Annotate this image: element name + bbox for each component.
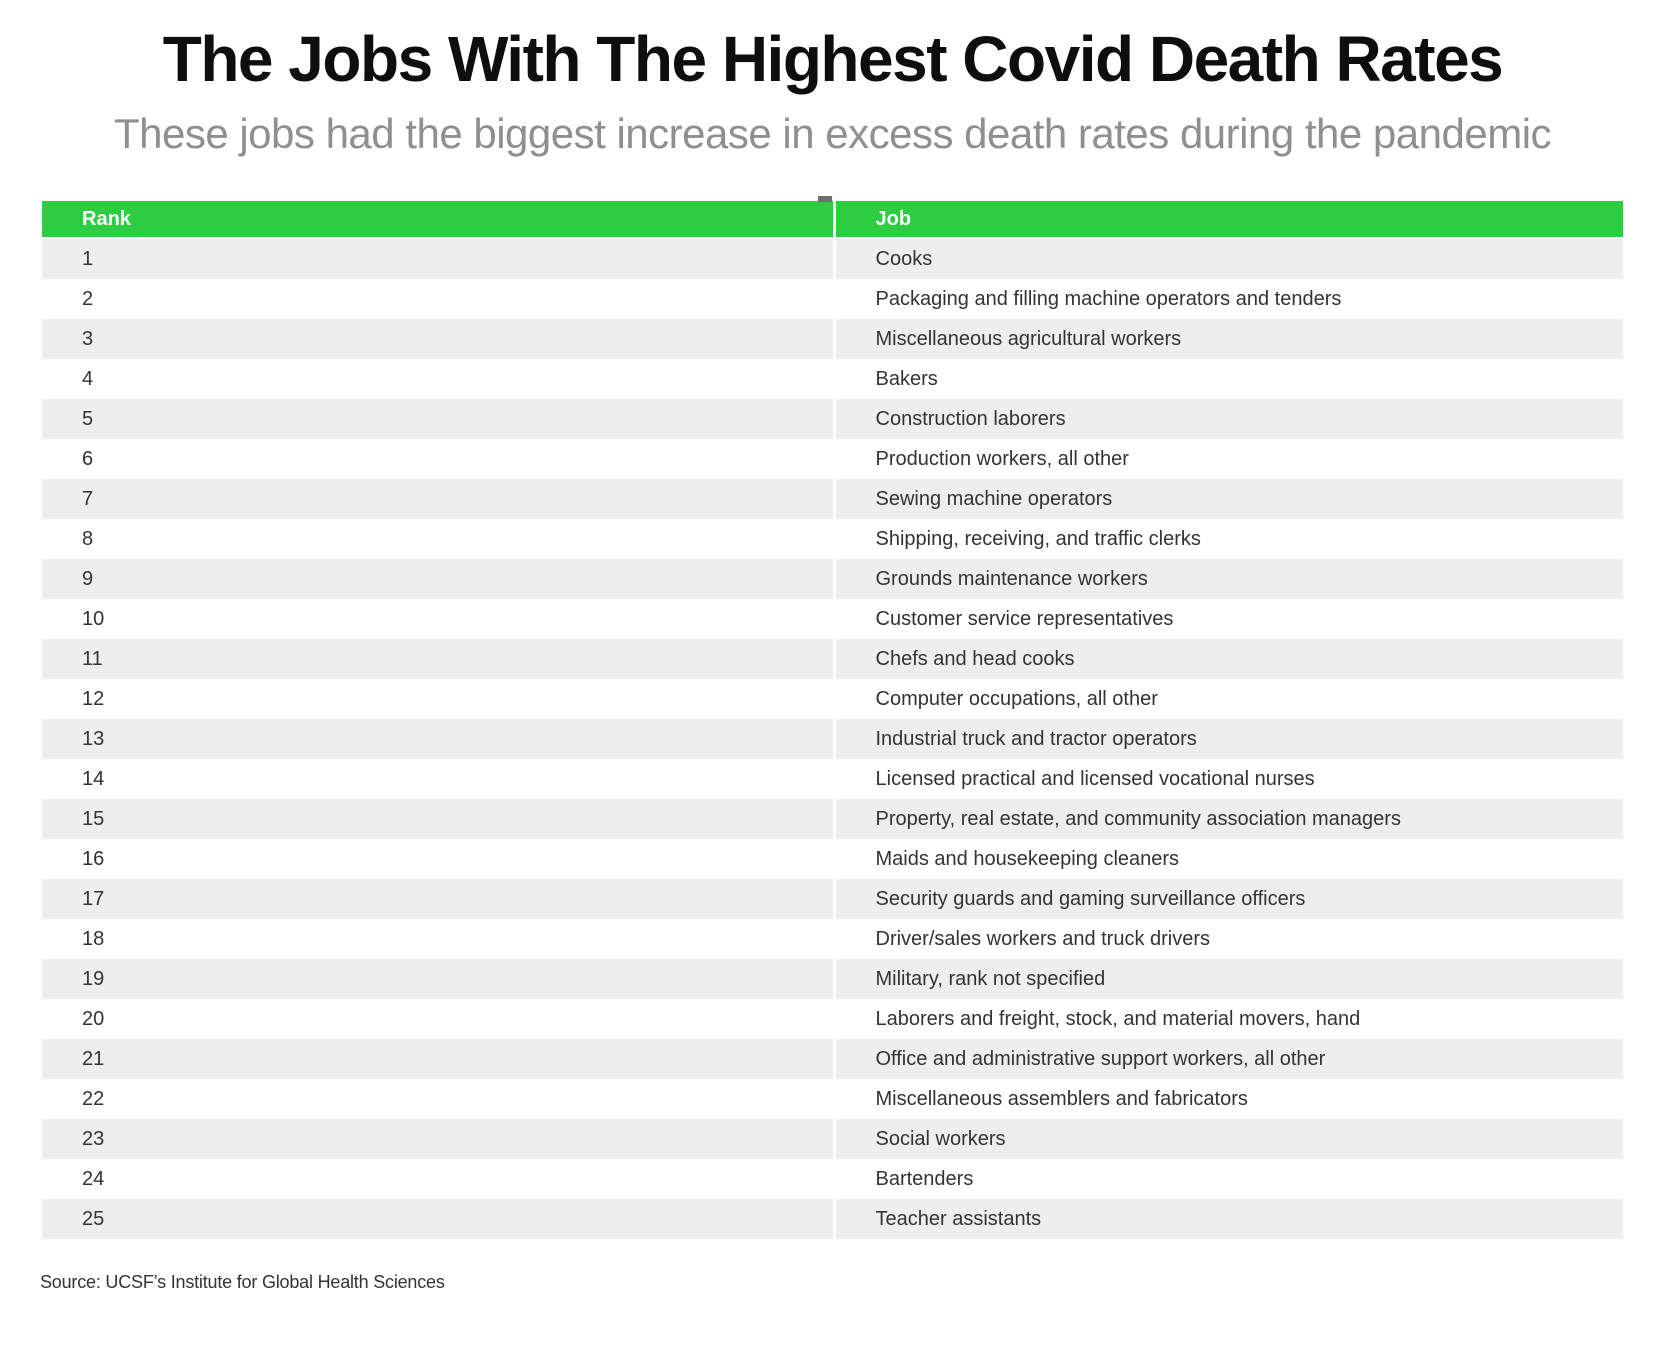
table-row: 2 Packaging and filling machine operator… (42, 279, 1623, 320)
job-cell: Production workers, all other (832, 439, 1623, 480)
job-cell: Property, real estate, and community ass… (832, 799, 1623, 840)
rank-cell: 12 (42, 679, 833, 720)
jobs-table: Rank Job 1 Cooks 2 Packaging and filling… (42, 201, 1623, 1240)
job-cell: Chefs and head cooks (832, 639, 1623, 680)
table-row: 25 Teacher assistants (42, 1199, 1623, 1240)
table-row: 7 Sewing machine operators (42, 479, 1623, 520)
job-cell: Industrial truck and tractor operators (832, 719, 1623, 760)
rank-cell: 15 (42, 799, 833, 840)
column-header-rank: Rank (42, 201, 833, 240)
table-row: 3 Miscellaneous agricultural workers (42, 319, 1623, 360)
job-cell: Computer occupations, all other (832, 679, 1623, 720)
table-row: 10 Customer service representatives (42, 599, 1623, 640)
table-header: Rank Job (42, 201, 1623, 240)
rank-cell: 25 (42, 1199, 833, 1240)
rank-cell: 23 (42, 1119, 833, 1160)
column-divider-notch (818, 196, 832, 203)
table-body: 1 Cooks 2 Packaging and filling machine … (42, 239, 1623, 1240)
rank-cell: 4 (42, 359, 833, 400)
rank-cell: 7 (42, 479, 833, 520)
job-cell: Licensed practical and licensed vocation… (832, 759, 1623, 800)
table-row: 5 Construction laborers (42, 399, 1623, 440)
table-row: 8 Shipping, receiving, and traffic clerk… (42, 519, 1623, 560)
job-cell: Bartenders (832, 1159, 1623, 1200)
rank-cell: 5 (42, 399, 833, 440)
rank-cell: 24 (42, 1159, 833, 1200)
job-cell: Shipping, receiving, and traffic clerks (832, 519, 1623, 560)
rank-cell: 16 (42, 839, 833, 880)
job-cell: Miscellaneous assemblers and fabricators (832, 1079, 1623, 1120)
rank-cell: 18 (42, 919, 833, 960)
table-row: 24 Bartenders (42, 1159, 1623, 1200)
job-cell: Driver/sales workers and truck drivers (832, 919, 1623, 960)
job-cell: Security guards and gaming surveillance … (832, 879, 1623, 920)
rank-cell: 9 (42, 559, 833, 600)
page-subtitle: These jobs had the biggest increase in e… (113, 110, 1552, 158)
table-row: 17 Security guards and gaming surveillan… (42, 879, 1623, 920)
job-cell: Miscellaneous agricultural workers (832, 319, 1623, 360)
job-cell: Cooks (832, 239, 1623, 280)
rank-cell: 10 (42, 599, 833, 640)
rank-cell: 13 (42, 719, 833, 760)
table-row: 19 Military, rank not specified (42, 959, 1623, 1000)
table-row: 6 Production workers, all other (42, 439, 1623, 480)
table-row: 18 Driver/sales workers and truck driver… (42, 919, 1623, 960)
table-row: 23 Social workers (42, 1119, 1623, 1160)
table-row: 12 Computer occupations, all other (42, 679, 1623, 720)
rank-cell: 19 (42, 959, 833, 1000)
table-row: 21 Office and administrative support wor… (42, 1039, 1623, 1080)
job-cell: Social workers (832, 1119, 1623, 1160)
job-cell: Construction laborers (832, 399, 1623, 440)
job-cell: Packaging and filling machine operators … (832, 279, 1623, 320)
job-cell: Laborers and freight, stock, and materia… (832, 999, 1623, 1040)
rank-cell: 2 (42, 279, 833, 320)
job-cell: Office and administrative support worker… (832, 1039, 1623, 1080)
page-title: The Jobs With The Highest Covid Death Ra… (162, 23, 1504, 95)
rank-cell: 6 (42, 439, 833, 480)
table-container: Rank Job 1 Cooks 2 Packaging and filling… (42, 196, 1623, 1240)
table-row: 16 Maids and housekeeping cleaners (42, 839, 1623, 880)
rank-cell: 14 (42, 759, 833, 800)
table-row: 14 Licensed practical and licensed vocat… (42, 759, 1623, 800)
rank-cell: 20 (42, 999, 833, 1040)
job-cell: Maids and housekeeping cleaners (832, 839, 1623, 880)
table-row: 1 Cooks (42, 239, 1623, 280)
table-row: 15 Property, real estate, and community … (42, 799, 1623, 840)
table-row: 13 Industrial truck and tractor operator… (42, 719, 1623, 760)
job-cell: Military, rank not specified (832, 959, 1623, 1000)
header-row: Rank Job (42, 201, 1623, 240)
job-cell: Bakers (832, 359, 1623, 400)
rank-cell: 3 (42, 319, 833, 360)
table-row: 4 Bakers (42, 359, 1623, 400)
source-note: Source: UCSF’s Institute for Global Heal… (40, 1272, 445, 1293)
table-row: 9 Grounds maintenance workers (42, 559, 1623, 600)
rank-cell: 11 (42, 639, 833, 680)
job-cell: Sewing machine operators (832, 479, 1623, 520)
rank-cell: 17 (42, 879, 833, 920)
rank-cell: 21 (42, 1039, 833, 1080)
job-cell: Teacher assistants (832, 1199, 1623, 1240)
column-header-job: Job (832, 201, 1623, 240)
table-row: 11 Chefs and head cooks (42, 639, 1623, 680)
job-cell: Customer service representatives (832, 599, 1623, 640)
job-cell: Grounds maintenance workers (832, 559, 1623, 600)
rank-cell: 8 (42, 519, 833, 560)
rank-cell: 1 (42, 239, 833, 280)
rank-cell: 22 (42, 1079, 833, 1120)
table-row: 22 Miscellaneous assemblers and fabricat… (42, 1079, 1623, 1120)
table-row: 20 Laborers and freight, stock, and mate… (42, 999, 1623, 1040)
